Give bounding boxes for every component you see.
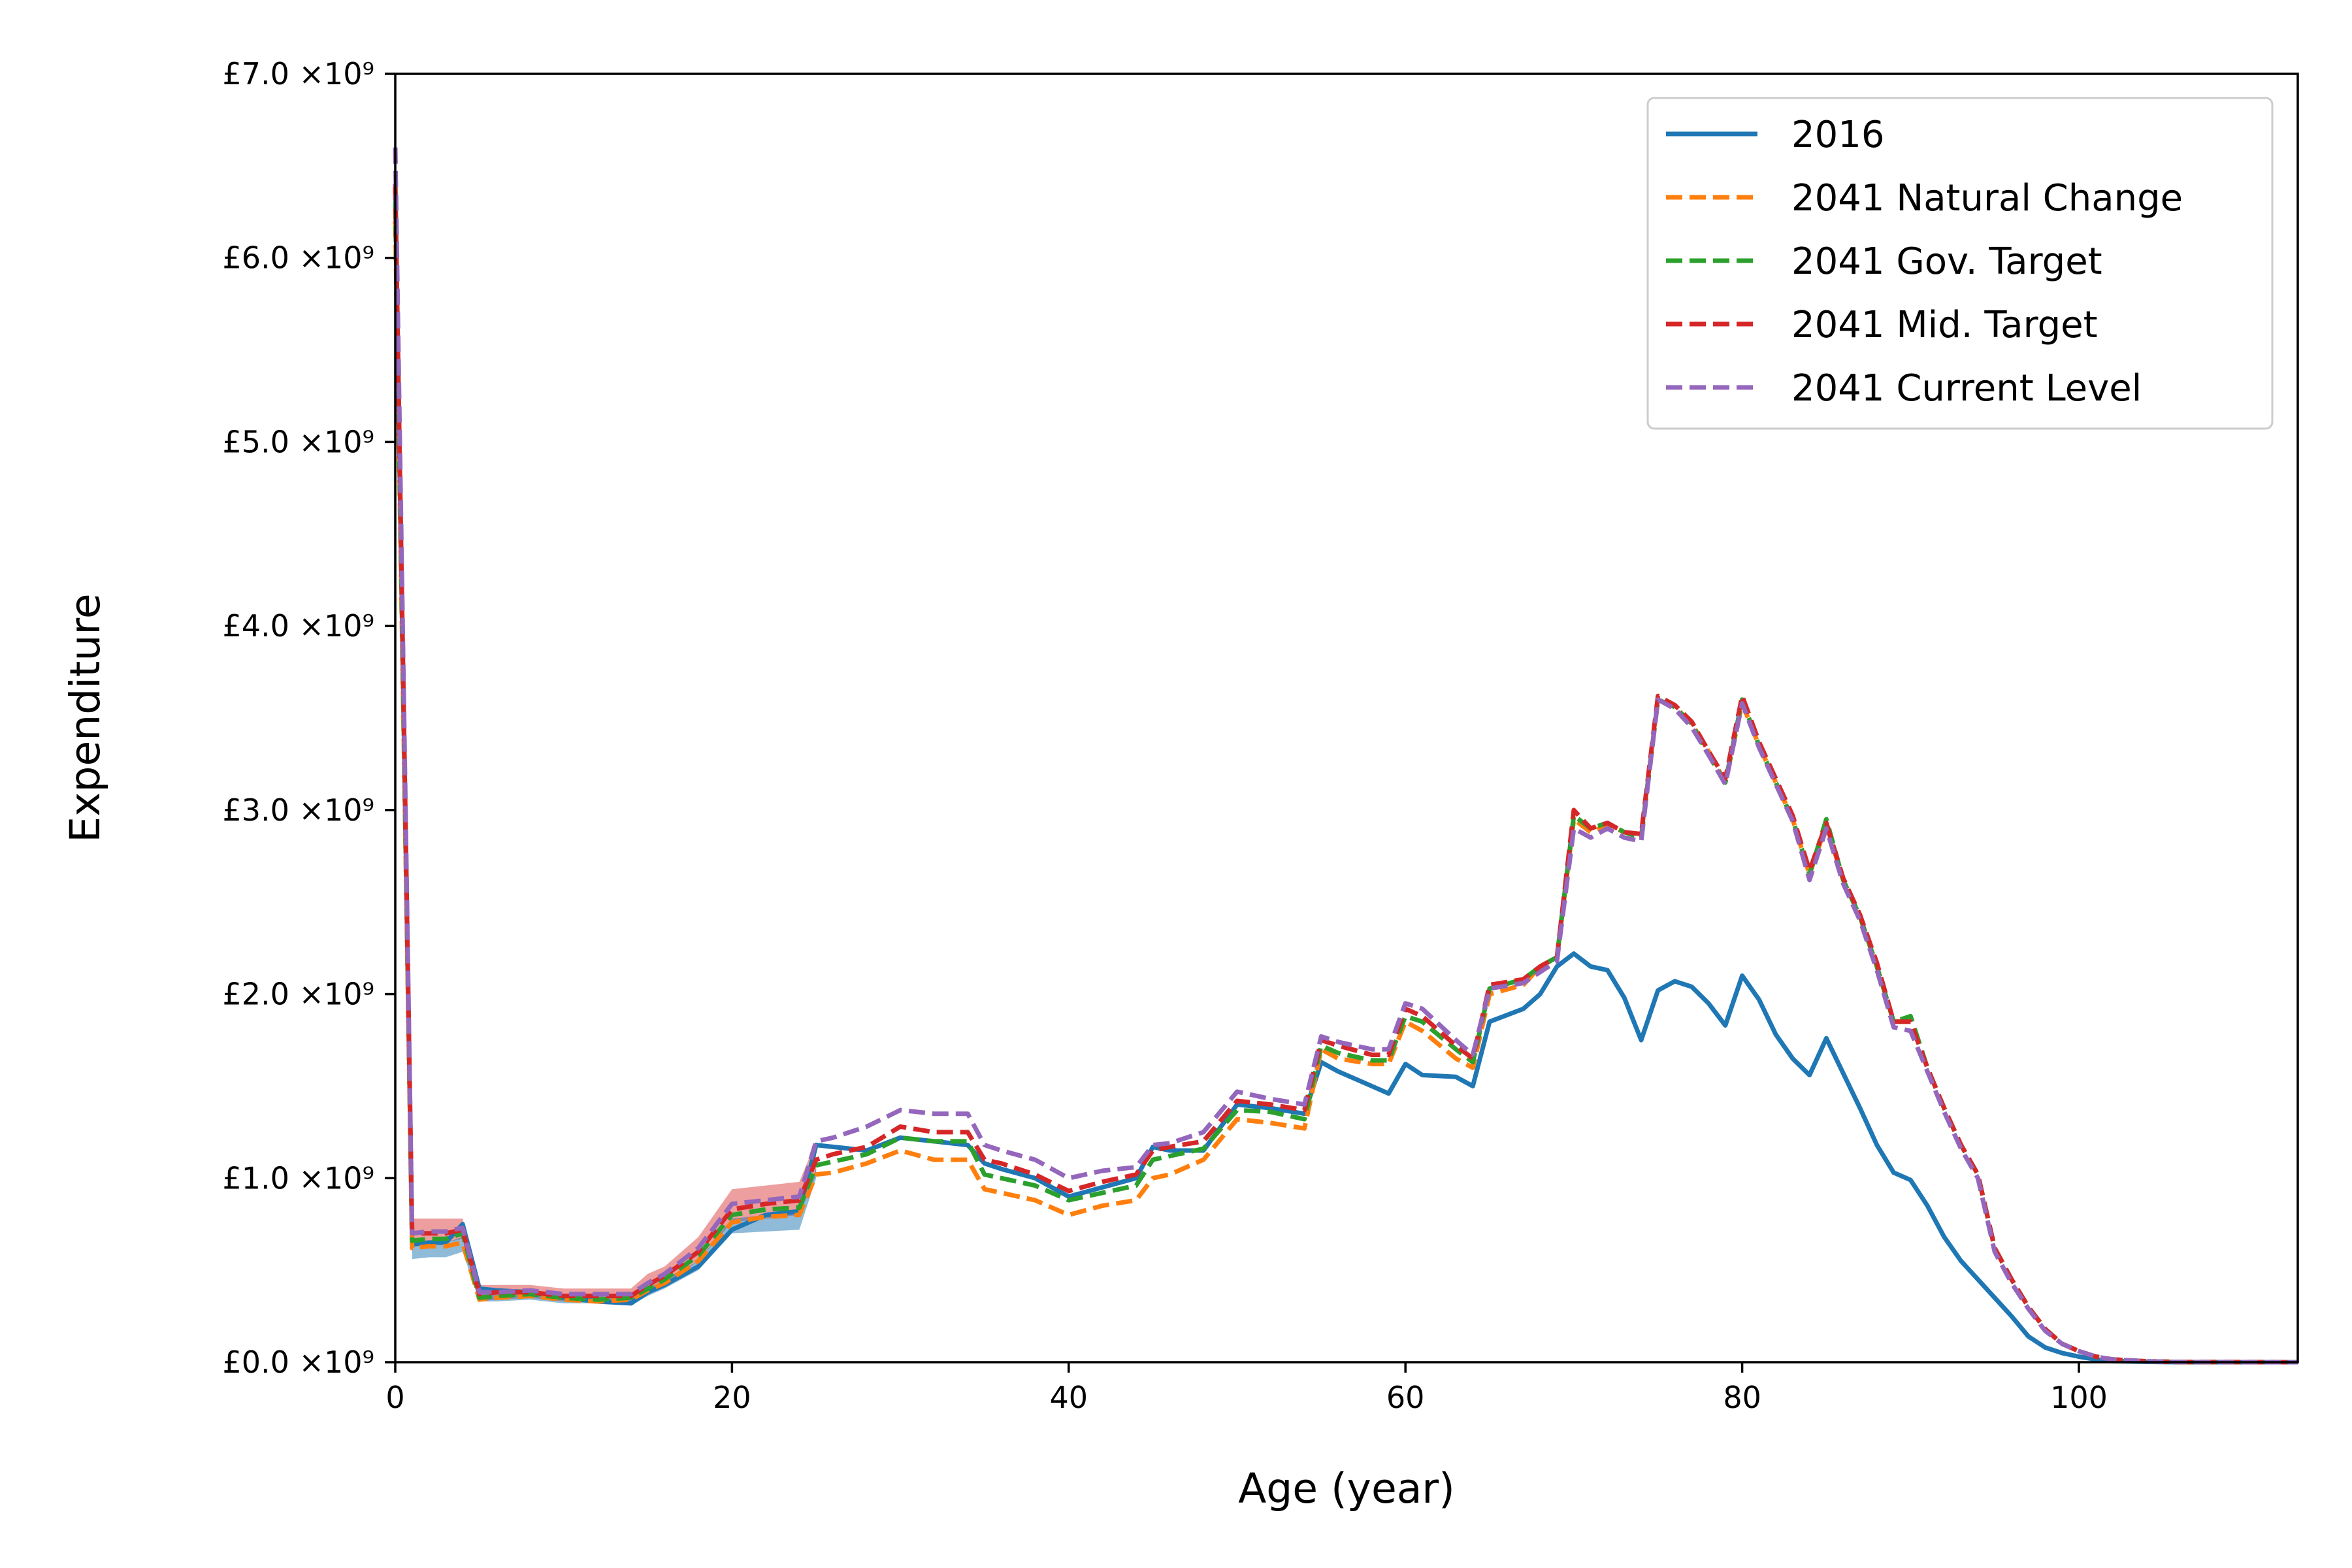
plot-frame <box>394 73 2299 1364</box>
legend-label-4: 2041 Current Level <box>1791 367 2142 410</box>
x-tick-label: 20 <box>713 1380 751 1415</box>
series-lines <box>393 147 2298 1365</box>
y-axis: £0.0 ×10⁹ £1.0 ×10⁹ £2.0 ×10⁹ £3.0 ×10⁹ £4.0… <box>222 56 395 1380</box>
x-axis: 0 20 40 60 80 100 <box>385 1362 2108 1415</box>
y-tick-label: £0.0 ×10⁹ <box>222 1345 374 1380</box>
y-tick-label: £7.0 ×10⁹ <box>222 56 374 91</box>
y-tick-label: £1.0 ×10⁹ <box>222 1160 374 1196</box>
x-tick-label: 100 <box>2050 1380 2108 1415</box>
legend-label-0: 2016 <box>1791 114 1885 156</box>
y-tick-label: £5.0 ×10⁹ <box>222 424 374 459</box>
y-tick-label: £4.0 ×10⁹ <box>222 608 374 644</box>
legend-label-1: 2041 Natural Change <box>1791 177 2183 220</box>
legend-label-3: 2041 Mid. Target <box>1791 304 2098 346</box>
legend: 2016 2041 Natural Change 2041 Gov. Target 2… <box>1646 97 2274 430</box>
x-tick-label: 0 <box>385 1380 404 1415</box>
x-tick-label: 60 <box>1386 1380 1425 1415</box>
y-tick-label: £6.0 ×10⁹ <box>222 240 374 276</box>
legend-label-2: 2041 Gov. Target <box>1791 240 2102 283</box>
y-axis-label: Expenditure <box>61 593 109 842</box>
x-tick-label: 80 <box>1723 1380 1761 1415</box>
x-tick-label: 40 <box>1050 1380 1088 1415</box>
y-tick-label: £3.0 ×10⁹ <box>222 792 374 828</box>
series-line-4 <box>393 147 2298 1365</box>
y-tick-label: £2.0 ×10⁹ <box>222 977 374 1012</box>
series-line-0 <box>393 184 2298 1365</box>
legend-box <box>1646 97 2274 430</box>
x-axis-label: Age (year) <box>1238 1465 1455 1512</box>
